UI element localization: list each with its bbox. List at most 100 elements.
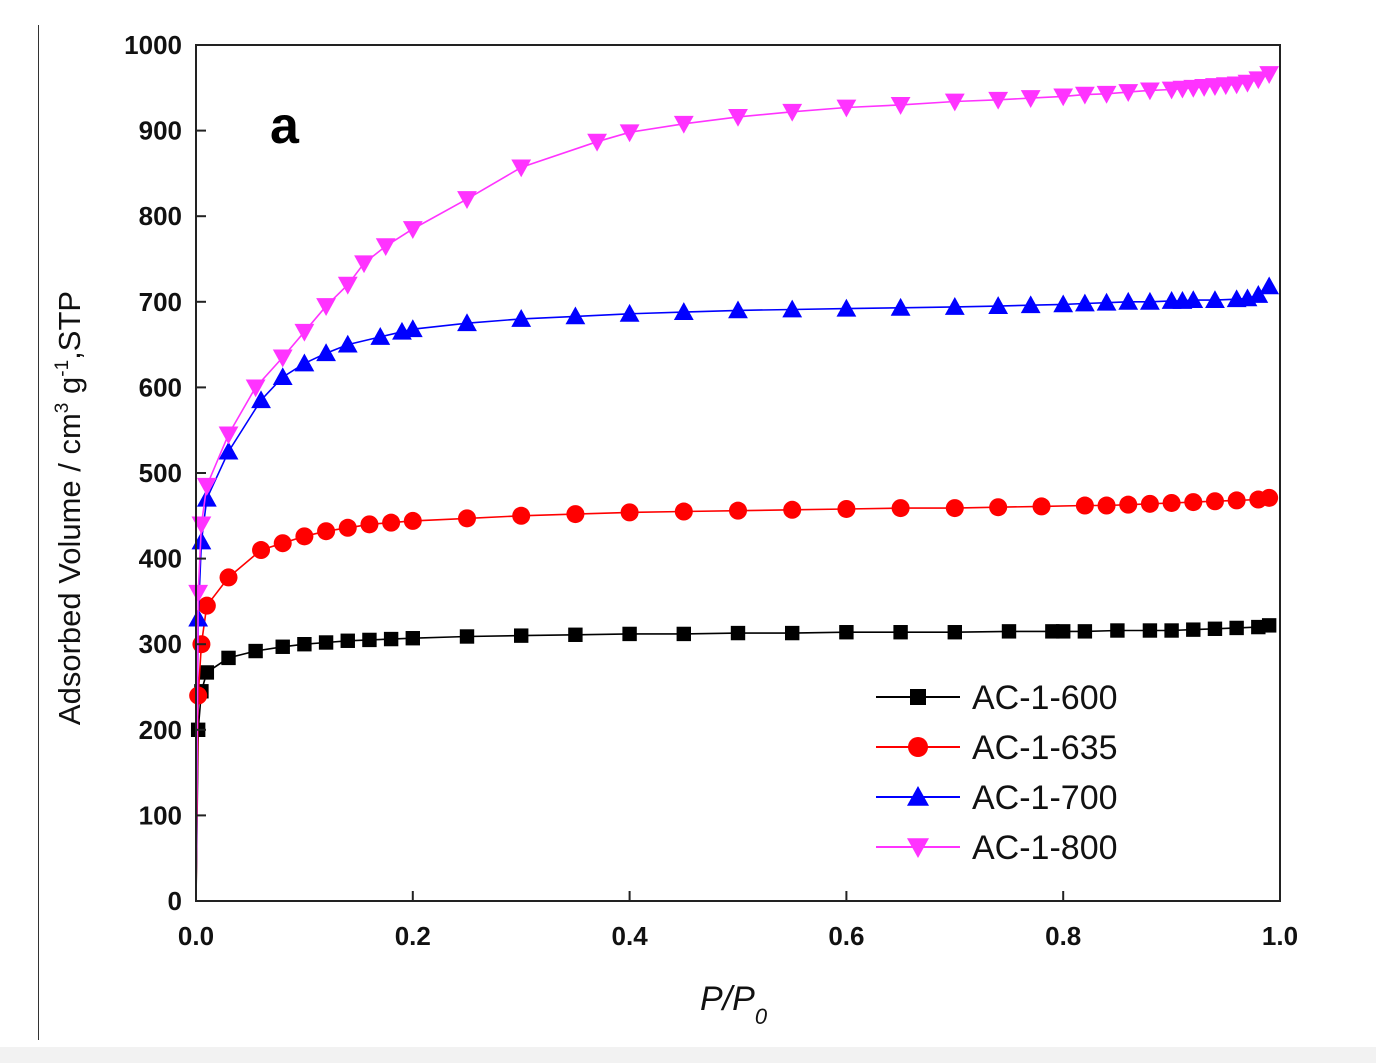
data-point-ac-1-700 xyxy=(316,343,336,362)
data-point-ac-1-635 xyxy=(219,568,238,587)
data-point-ac-1-635 xyxy=(1075,496,1094,515)
y-axis: 0 100 200 300 400 500 600 700 800 900 1000 xyxy=(124,30,206,916)
data-point-ac-1-800 xyxy=(836,99,857,118)
data-point-ac-1-600 xyxy=(1056,624,1071,639)
x-tick-label: 0.6 xyxy=(828,921,864,951)
data-point-ac-1-635 xyxy=(338,518,357,537)
data-point-ac-1-800 xyxy=(337,276,358,295)
data-point-ac-1-800 xyxy=(188,584,209,603)
data-point-ac-1-635 xyxy=(403,511,422,530)
y-tick-label: 100 xyxy=(139,800,182,830)
legend-item-ac-1-600: AC-1-600 xyxy=(876,679,1118,717)
data-point-ac-1-800 xyxy=(673,115,694,134)
data-point-ac-1-635 xyxy=(1119,495,1138,514)
data-point-ac-1-635 xyxy=(989,498,1008,517)
data-point-ac-1-635 xyxy=(1097,496,1116,515)
data-point-ac-1-700 xyxy=(402,319,423,338)
data-point-ac-1-800 xyxy=(191,516,212,535)
y-tick-label: 900 xyxy=(139,116,182,146)
data-point-ac-1-700 xyxy=(1096,292,1117,311)
y-axis-label: Adsorbed Volume / cm3 g-1,STP xyxy=(52,291,87,725)
series-ac-1-600 xyxy=(190,618,1277,902)
legend-marker xyxy=(908,737,928,757)
y-tick-label: 600 xyxy=(139,372,182,402)
legend-marker xyxy=(907,786,929,806)
series-layer xyxy=(188,66,1280,902)
data-point-ac-1-600 xyxy=(248,643,263,659)
data-point-ac-1-600 xyxy=(893,625,908,640)
data-point-ac-1-600 xyxy=(459,629,475,644)
data-point-ac-1-635 xyxy=(197,596,216,615)
data-point-ac-1-700 xyxy=(1053,294,1074,313)
data-point-ac-1-635 xyxy=(566,505,585,524)
panel-label: a xyxy=(270,97,300,155)
series-ac-1-800 xyxy=(188,66,1280,902)
data-point-ac-1-800 xyxy=(294,323,315,342)
data-point-ac-1-635 xyxy=(1140,494,1159,513)
data-point-ac-1-700 xyxy=(1074,293,1095,312)
data-point-ac-1-635 xyxy=(512,506,531,525)
data-point-ac-1-600 xyxy=(839,625,854,640)
data-point-ac-1-700 xyxy=(1020,295,1041,314)
legend-label: AC-1-635 xyxy=(972,729,1118,767)
y-tick-label: 800 xyxy=(139,201,182,231)
data-point-ac-1-600 xyxy=(1261,618,1277,633)
series-ac-1-700 xyxy=(188,276,1280,902)
data-point-ac-1-600 xyxy=(947,625,962,640)
data-point-ac-1-600 xyxy=(1186,622,1201,637)
data-point-ac-1-600 xyxy=(1229,620,1244,636)
data-point-ac-1-600 xyxy=(1110,623,1125,638)
data-point-ac-1-600 xyxy=(405,631,420,646)
data-point-ac-1-700 xyxy=(836,298,857,317)
data-point-ac-1-635 xyxy=(1260,488,1279,507)
data-point-ac-1-700 xyxy=(1259,276,1280,295)
legend-label: AC-1-800 xyxy=(972,829,1118,867)
data-point-ac-1-800 xyxy=(316,298,336,316)
data-point-ac-1-700 xyxy=(370,326,391,345)
y-tick-label: 300 xyxy=(139,629,182,659)
data-point-ac-1-800 xyxy=(272,349,293,368)
data-point-ac-1-635 xyxy=(1205,492,1224,511)
data-point-ac-1-635 xyxy=(317,522,336,541)
legend-label: AC-1-700 xyxy=(972,779,1118,817)
y-tick-label: 1000 xyxy=(124,30,182,60)
data-point-ac-1-800 xyxy=(728,108,748,127)
data-point-ac-1-635 xyxy=(891,499,910,518)
data-point-ac-1-600 xyxy=(1001,624,1017,639)
data-point-ac-1-700 xyxy=(1140,291,1160,310)
data-point-ac-1-600 xyxy=(297,637,312,652)
data-point-ac-1-600 xyxy=(362,632,377,648)
data-point-ac-1-600 xyxy=(1251,619,1266,635)
data-point-ac-1-800 xyxy=(1140,82,1160,101)
data-point-ac-1-700 xyxy=(272,367,293,386)
data-point-ac-1-700 xyxy=(1118,291,1139,310)
data-point-ac-1-700 xyxy=(1183,290,1204,309)
data-point-ac-1-700 xyxy=(511,309,532,327)
data-point-ac-1-700 xyxy=(890,297,911,316)
data-point-ac-1-800 xyxy=(218,426,239,445)
data-point-ac-1-800 xyxy=(587,133,607,152)
data-point-ac-1-700 xyxy=(1248,285,1269,303)
y-tick-label: 200 xyxy=(139,715,182,745)
data-point-ac-1-800 xyxy=(457,191,477,209)
data-point-ac-1-800 xyxy=(782,103,803,122)
data-point-ac-1-700 xyxy=(619,303,640,322)
data-point-ac-1-700 xyxy=(337,334,358,353)
data-point-ac-1-600 xyxy=(275,639,290,654)
legend: AC-1-600 AC-1-635 AC-1-700 AC-1-800 xyxy=(876,679,1118,867)
data-point-ac-1-800 xyxy=(1096,85,1117,104)
data-point-ac-1-635 xyxy=(1032,497,1051,516)
data-point-ac-1-700 xyxy=(728,300,748,319)
data-point-ac-1-700 xyxy=(1205,290,1225,309)
data-point-ac-1-700 xyxy=(196,488,217,507)
data-point-ac-1-600 xyxy=(1142,623,1158,638)
left-border-rule xyxy=(38,25,39,1040)
x-tick-label: 0.0 xyxy=(178,921,214,951)
data-point-ac-1-600 xyxy=(340,633,355,648)
data-point-ac-1-700 xyxy=(944,297,965,315)
data-point-ac-1-800 xyxy=(375,238,396,257)
x-tick-label: 0.8 xyxy=(1045,921,1081,951)
data-point-ac-1-700 xyxy=(294,353,315,372)
data-point-ac-1-635 xyxy=(783,500,802,519)
data-point-ac-1-700 xyxy=(457,313,477,332)
